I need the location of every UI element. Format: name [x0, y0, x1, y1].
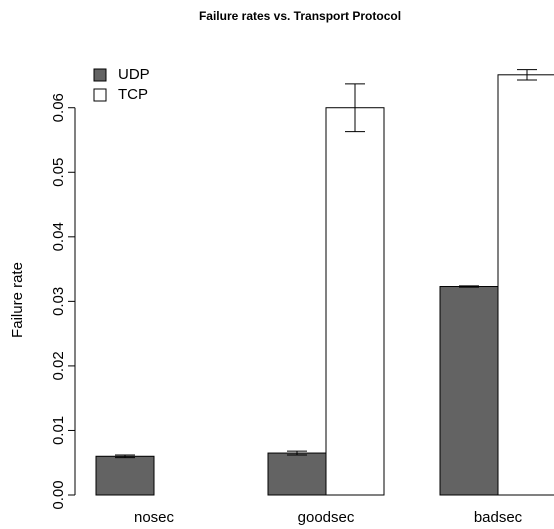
- x-tick-label: badsec: [474, 509, 523, 526]
- error-bar: [459, 285, 479, 288]
- y-tick-label: 0.04: [50, 222, 67, 251]
- y-tick-label: 0.00: [50, 480, 67, 509]
- error-bar: [287, 450, 307, 456]
- legend-label: UDP: [118, 66, 150, 83]
- x-tick-label: goodsec: [298, 509, 355, 526]
- y-tick-label: 0.06: [50, 93, 67, 122]
- bar: [497, 74, 554, 496]
- chart-title: Failure rates vs. Transport Protocol: [199, 9, 401, 23]
- bar: [325, 107, 385, 496]
- legend-label: TCP: [118, 86, 148, 103]
- y-tick-label: 0.03: [50, 287, 67, 316]
- legend-swatch: [93, 88, 107, 102]
- error-bar: [345, 83, 365, 133]
- error-bar: [517, 69, 537, 81]
- y-tick-label: 0.01: [50, 416, 67, 445]
- error-bar: [115, 454, 135, 459]
- y-tick-label: 0.05: [50, 158, 67, 187]
- y-axis-label: Failure rate: [9, 262, 26, 338]
- bar: [439, 286, 499, 496]
- bar: [267, 452, 327, 496]
- legend-swatch: [93, 68, 107, 82]
- bar: [95, 455, 155, 496]
- y-tick-label: 0.02: [50, 351, 67, 380]
- x-tick-label: nosec: [134, 509, 175, 526]
